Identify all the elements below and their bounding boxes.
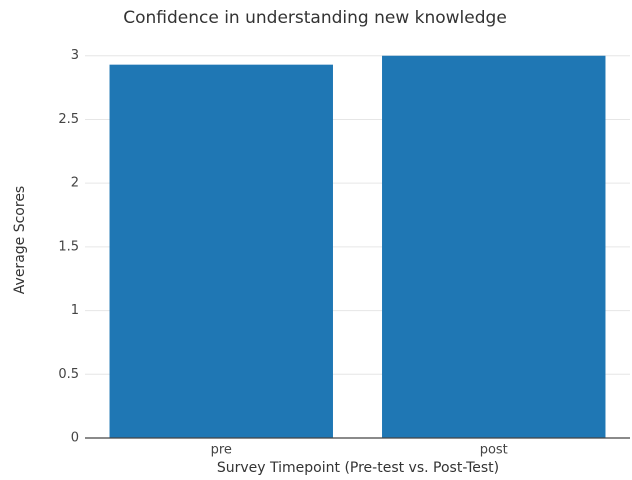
bar bbox=[382, 55, 606, 438]
y-tick-label: 2.5 bbox=[58, 112, 79, 127]
y-tick-label: 0.5 bbox=[58, 367, 79, 382]
x-axis-title: Survey Timepoint (Pre-test vs. Post-Test… bbox=[217, 460, 499, 476]
bar bbox=[109, 64, 333, 439]
y-tick-label: 1.5 bbox=[58, 239, 79, 254]
y-tick-label: 0 bbox=[71, 431, 79, 446]
y-tick-label: 2 bbox=[71, 176, 79, 191]
x-tick-label: pre bbox=[211, 443, 232, 458]
chart-title: Confidence in understanding new knowledg… bbox=[123, 8, 507, 28]
y-tick-label: 1 bbox=[71, 303, 79, 318]
y-tick-label: 3 bbox=[71, 48, 79, 63]
x-tick-label: post bbox=[480, 443, 508, 458]
y-axis-title: Average Scores bbox=[12, 186, 28, 294]
